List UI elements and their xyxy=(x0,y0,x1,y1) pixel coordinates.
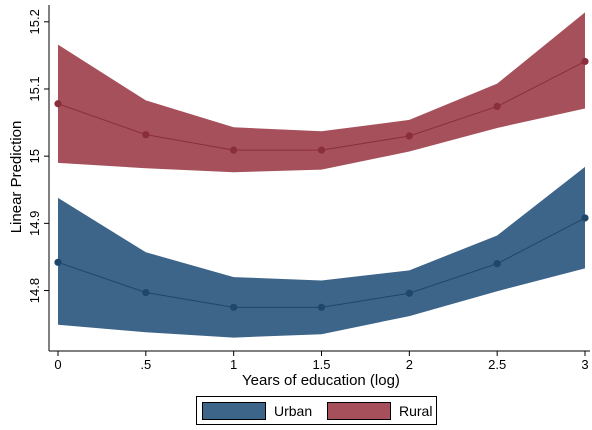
legend-label-rural: Rural xyxy=(399,403,433,419)
data-point-urban xyxy=(581,214,589,222)
y-tick-label: 15.1 xyxy=(27,76,42,101)
data-point-urban xyxy=(317,303,326,311)
ci-band-urban xyxy=(58,166,585,338)
x-tick-label: 1 xyxy=(230,357,237,372)
x-tick-label: 2.5 xyxy=(488,357,506,372)
legend-swatch-rural xyxy=(327,402,391,420)
x-tick-label: 1.5 xyxy=(312,357,330,372)
y-tick-label: 15 xyxy=(27,149,42,163)
legend-item-rural: Rural xyxy=(327,402,432,420)
series-points xyxy=(54,57,589,311)
ci-bands xyxy=(58,12,585,338)
y-tick-label: 14.9 xyxy=(27,211,42,236)
data-point-rural xyxy=(493,102,501,111)
ci-band-rural xyxy=(58,12,585,173)
x-axis-label: Years of education (log) xyxy=(242,372,400,389)
data-point-rural xyxy=(317,146,326,154)
data-point-rural xyxy=(230,146,238,154)
x-tick-label: 3 xyxy=(581,357,588,372)
y-axis-label: Linear Prediction xyxy=(8,121,25,234)
axes: 0 .5 1 1.5 2 2.5 3 14.8 14.9 15 15.1 15.2 xyxy=(27,5,590,372)
y-tick-label: 15.2 xyxy=(27,9,42,34)
data-point-rural xyxy=(581,57,589,66)
data-point-rural xyxy=(142,131,150,139)
legend-label-urban: Urban xyxy=(274,403,313,419)
y-tick-label: 14.8 xyxy=(27,278,42,303)
data-point-urban xyxy=(230,303,238,311)
x-tick-label: 0 xyxy=(54,357,61,372)
x-tick-label: 2 xyxy=(406,357,413,372)
data-point-urban xyxy=(405,289,413,297)
legend: Urban Rural xyxy=(196,396,437,425)
data-point-rural xyxy=(54,100,62,108)
data-point-rural xyxy=(405,132,413,140)
x-tick-label: .5 xyxy=(140,357,151,372)
legend-item-urban: Urban xyxy=(202,402,312,420)
data-point-urban xyxy=(142,288,150,297)
data-point-urban xyxy=(493,260,501,268)
legend-swatch-urban xyxy=(202,402,266,420)
data-point-urban xyxy=(54,258,62,266)
